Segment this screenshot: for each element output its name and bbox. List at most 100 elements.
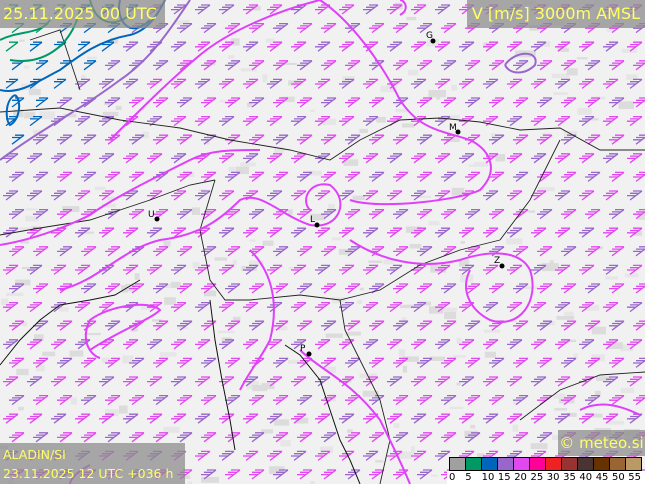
wind-barb	[555, 190, 571, 201]
wind-barb	[3, 413, 19, 424]
wind-barb	[417, 283, 433, 294]
wind-barb	[129, 394, 145, 406]
wind-barb	[609, 394, 625, 406]
wind-barb	[363, 413, 379, 424]
wind-barb	[177, 97, 193, 108]
wind-barb	[33, 283, 49, 294]
wind-barb	[459, 264, 475, 275]
wind-barb	[435, 153, 451, 164]
wind-barb	[321, 97, 337, 108]
wind-barb	[339, 376, 355, 387]
wind-barb	[507, 413, 523, 424]
wind-barb	[459, 339, 475, 350]
wind-barb	[321, 394, 337, 406]
wind-barb	[435, 78, 451, 89]
wind-barb	[633, 394, 645, 406]
wind-barb	[387, 153, 403, 164]
wind-barb	[57, 208, 73, 220]
wind-barb	[75, 227, 91, 238]
wind-barb	[315, 190, 331, 201]
wind-barb	[201, 394, 217, 406]
wind-barb	[27, 376, 43, 387]
wind-barb	[123, 78, 139, 89]
wind-barb	[627, 41, 643, 52]
wind-barb	[177, 320, 193, 331]
wind-barb	[435, 301, 451, 313]
border-line	[339, 299, 391, 484]
model-run: 23.11.2025 12 UTC +036 h	[3, 466, 174, 481]
wind-barb	[411, 4, 427, 15]
wind-barb	[225, 394, 241, 406]
wind-barb	[339, 301, 355, 313]
wind-barb	[147, 78, 163, 89]
wind-barb	[225, 357, 241, 368]
wind-barb	[129, 97, 145, 108]
wind-barb	[483, 301, 499, 313]
wind-barb	[249, 432, 265, 443]
wind-barb	[555, 227, 571, 238]
wind-barb	[123, 227, 139, 238]
wind-barb	[171, 78, 187, 89]
wind-barb	[459, 190, 475, 201]
wind-barb	[267, 227, 283, 238]
wind-barb	[459, 301, 475, 313]
wind-barb	[81, 357, 97, 368]
wind-barb	[537, 357, 553, 368]
wind-barb	[507, 264, 523, 275]
wind-barb	[201, 320, 217, 331]
legend-label: 30	[546, 472, 560, 483]
wind-barb	[627, 413, 643, 424]
wind-barb	[579, 264, 595, 275]
wind-barb	[153, 246, 169, 257]
wind-barb	[339, 115, 355, 127]
wind-barb	[531, 376, 547, 387]
wind-barb	[441, 357, 457, 368]
wind-barb	[561, 283, 577, 294]
legend-swatch	[578, 458, 594, 470]
wind-barb	[633, 134, 645, 145]
wind-barb	[393, 246, 409, 257]
wind-barb	[147, 339, 163, 350]
wind-barb	[513, 134, 529, 145]
wind-barb	[369, 208, 385, 220]
wind-barb	[153, 357, 169, 368]
legend-swatch	[626, 458, 641, 470]
wind-barb	[105, 60, 121, 71]
wind-barb	[267, 264, 283, 275]
wind-barb	[105, 97, 121, 108]
wind-barb	[171, 153, 187, 164]
wind-barb	[513, 320, 529, 331]
wind-barb	[171, 301, 187, 313]
wind-barb	[459, 153, 475, 164]
wind-barb	[321, 246, 337, 257]
wind-barb	[507, 78, 523, 89]
wind-barb	[321, 22, 337, 34]
wind-barb	[81, 432, 97, 443]
wind-barb	[441, 22, 457, 34]
wind-barb	[33, 320, 49, 331]
wind-barb	[483, 450, 499, 461]
wind-barb	[9, 208, 25, 220]
wind-barb	[171, 227, 187, 238]
wind-barb	[201, 357, 217, 368]
wind-barb	[57, 432, 73, 443]
wind-barb	[195, 376, 211, 387]
wind-barb	[363, 301, 379, 313]
wind-barb	[195, 264, 211, 275]
wind-barb	[363, 115, 379, 127]
wind-barb	[177, 469, 193, 480]
wind-barb	[225, 134, 241, 145]
wind-barb	[417, 246, 433, 257]
wind-barb	[195, 115, 211, 127]
wind-barb	[363, 190, 379, 201]
wind-barb	[537, 60, 553, 71]
wind-barb	[411, 376, 427, 387]
wind-barb	[411, 41, 427, 52]
wind-barb	[369, 97, 385, 108]
wind-barb	[489, 134, 505, 145]
wind-barb	[555, 301, 571, 313]
wind-barb	[105, 246, 121, 257]
wind-barb	[75, 78, 91, 89]
wind-barb	[417, 357, 433, 368]
svg-text:L: L	[310, 215, 315, 225]
